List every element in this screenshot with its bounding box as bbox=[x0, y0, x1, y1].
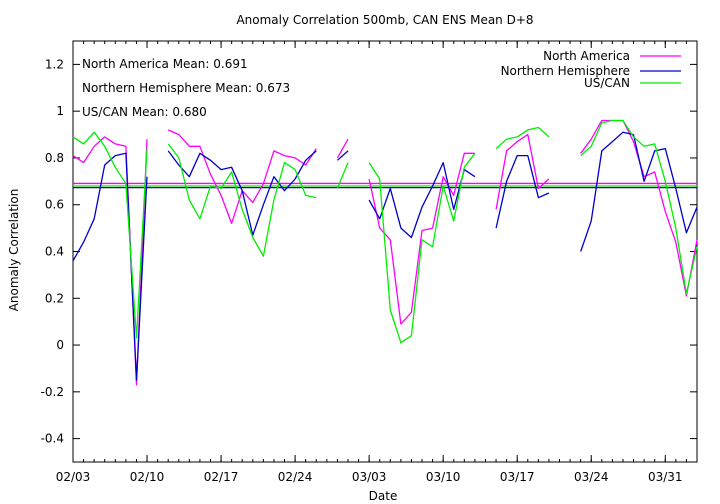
y-tick-label: 0.8 bbox=[45, 151, 64, 165]
x-tick-label: 02/24 bbox=[278, 470, 313, 484]
y-tick-label: -0.4 bbox=[41, 432, 64, 446]
x-tick-label: 03/17 bbox=[500, 470, 535, 484]
mean-labels: North America Mean: 0.691 Northern Hemis… bbox=[82, 57, 290, 119]
x-tick-label: 02/10 bbox=[130, 470, 165, 484]
x-tick-label: 02/03 bbox=[56, 470, 91, 484]
legend: North America Northern Hemisphere US/CAN bbox=[501, 49, 681, 90]
chart-title: Anomaly Correlation 500mb, CAN ENS Mean … bbox=[236, 13, 533, 27]
y-tick-label: 0.4 bbox=[45, 245, 64, 259]
y-axis-label: Anomaly Correlation bbox=[7, 189, 21, 312]
y-tick-label: -0.2 bbox=[41, 385, 64, 399]
mean-label-us-can: US/CAN Mean: 0.680 bbox=[82, 105, 207, 119]
y-tick-label: 0.2 bbox=[45, 291, 64, 305]
legend-label-northern-hemisphere: Northern Hemisphere bbox=[501, 64, 630, 78]
x-tick-label: 03/24 bbox=[574, 470, 609, 484]
x-axis-label: Date bbox=[369, 489, 398, 503]
mean-label-northern-hemisphere: Northern Hemisphere Mean: 0.673 bbox=[82, 81, 290, 95]
series-line-us-can bbox=[72, 119, 698, 344]
x-tick-label: 03/03 bbox=[352, 470, 387, 484]
x-tick-label: 03/31 bbox=[648, 470, 683, 484]
y-tick-label: 0 bbox=[56, 338, 64, 352]
y-tick-label: 1.2 bbox=[45, 57, 64, 71]
legend-label-us-can: US/CAN bbox=[584, 76, 630, 90]
series-line-northern-hemisphere bbox=[72, 131, 698, 381]
mean-label-north-america: North America Mean: 0.691 bbox=[82, 57, 248, 71]
y-tick-label: 1 bbox=[56, 104, 64, 118]
x-tick-label: 03/10 bbox=[426, 470, 461, 484]
series-line-north-america bbox=[72, 119, 698, 386]
legend-label-north-america: North America bbox=[543, 49, 630, 63]
y-tick-label: 0.6 bbox=[45, 198, 64, 212]
x-tick-label: 02/17 bbox=[204, 470, 239, 484]
